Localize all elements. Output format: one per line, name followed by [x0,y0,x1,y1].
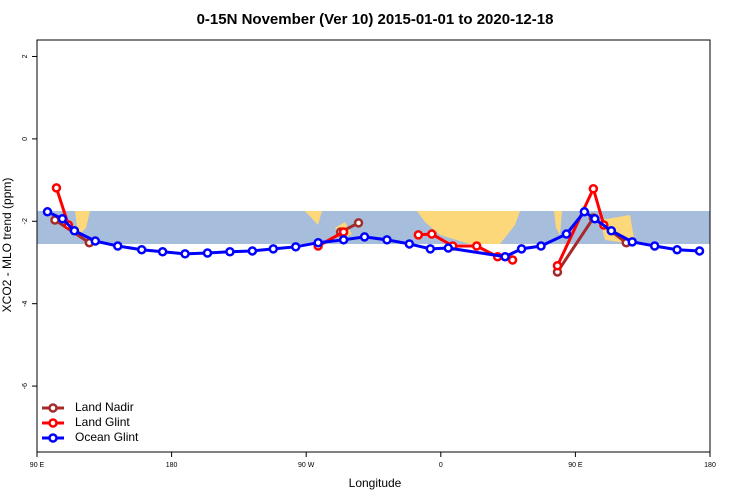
data-point [57,214,68,224]
data-point [353,218,364,228]
data-point [180,249,190,259]
legend-label: Ocean Glint [75,430,139,444]
data-point [90,236,101,246]
legend-marker [48,433,58,443]
data-point [113,241,123,251]
data-point [590,214,600,224]
data-point [694,246,705,256]
data-point [359,232,370,242]
data-point [225,247,235,257]
data-point [561,229,572,239]
x-axis-label: Longitude [349,476,402,490]
data-point [51,183,62,193]
y-tick-label: -4 [22,300,29,306]
data-point [425,244,436,254]
y-tick-label: -6 [22,383,29,389]
data-point [588,183,599,194]
legend-label: Land Glint [75,415,130,429]
y-tick-label: 0 [22,137,29,141]
data-point [202,248,213,258]
data-point [500,251,510,262]
x-tick-label: 90 E [30,462,45,469]
data-point [427,229,437,239]
plot-frame [36,39,711,453]
y-axis-label: XCO2 - MLO trend (ppm) [0,178,14,313]
data-point [382,235,392,245]
data-point [536,241,546,251]
data-point [313,237,323,248]
y-tick-label: -2 [22,218,29,224]
y-tick-label: 2 [22,54,29,58]
data-point [157,247,168,257]
data-point [268,244,279,254]
data-point [338,227,349,237]
x-tick-label: 90 E [568,462,583,469]
data-point [627,237,637,247]
data-point [507,255,518,265]
legend-marker [48,418,58,428]
data-point [471,241,482,251]
data-point [42,207,53,217]
data-point [649,241,660,251]
legend-marker [48,403,58,413]
data-point [69,226,80,236]
data-point [579,207,590,217]
data-point [552,261,563,271]
data-point [443,243,454,253]
data-point [338,235,349,245]
data-point [247,246,258,256]
data-point [290,242,301,252]
x-tick-label: 180 [166,462,178,469]
legend-label: Land Nadir [75,400,134,414]
x-tick-label: 90 W [298,462,315,469]
x-tick-label: 0 [439,462,443,469]
data-point [413,230,424,240]
data-point [136,244,147,255]
data-point [516,244,527,254]
x-tick-label: 180 [704,462,716,469]
data-point [404,239,415,249]
data-point [606,226,617,236]
chart-title: 0-15N November (Ver 10) 2015-01-01 to 20… [197,11,554,28]
data-point [672,244,682,255]
